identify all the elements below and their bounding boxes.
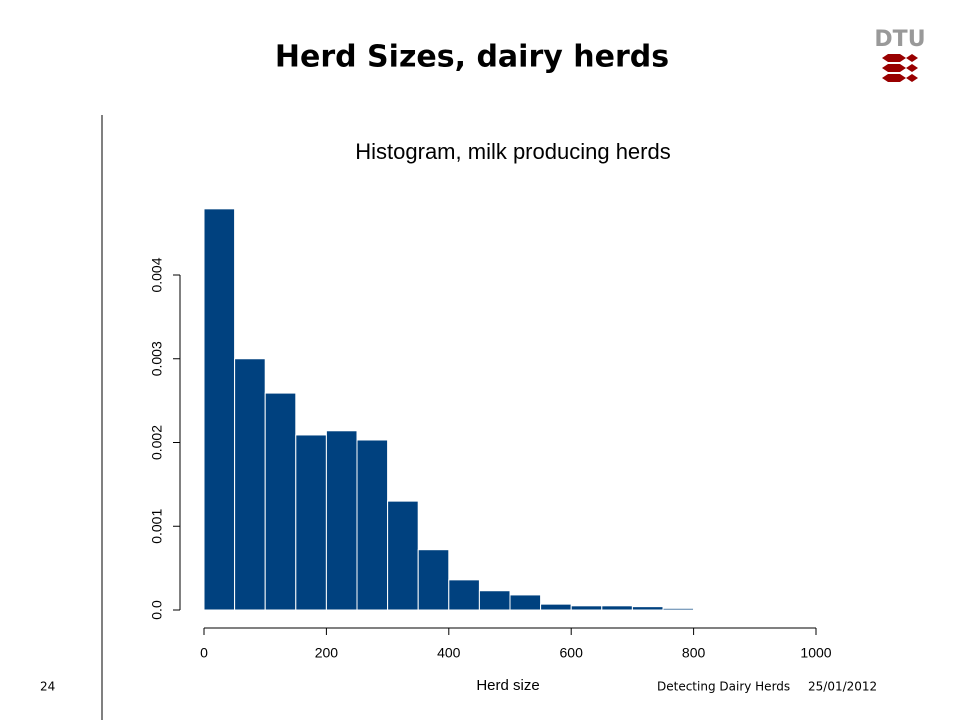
bar	[478, 590, 511, 611]
bar	[325, 430, 358, 611]
y-tick-label: 0.001	[149, 509, 165, 544]
slide-title: Herd Sizes, dairy herds	[275, 40, 669, 75]
chart: Histogram, milk producing herds Herd siz…	[149, 139, 832, 694]
bar	[662, 607, 695, 611]
bar	[540, 603, 572, 611]
bar	[356, 439, 389, 611]
logo: DTU	[874, 27, 926, 82]
x-axis-label: Herd size	[476, 677, 539, 694]
bar	[601, 605, 633, 611]
chart-title: Histogram, milk producing herds	[355, 139, 670, 164]
logo-text: DTU	[874, 27, 925, 52]
bar	[448, 579, 480, 611]
footer: Detecting Dairy Herds	[657, 680, 790, 694]
x-tick-label: 1000	[800, 645, 831, 661]
x-tick-label: 800	[682, 645, 706, 661]
bar	[234, 358, 266, 611]
bar	[631, 606, 664, 611]
y-tick-label: 0.002	[149, 425, 165, 460]
y-tick-label: 0.0	[149, 600, 165, 620]
page-number: 24	[40, 680, 55, 694]
bar	[693, 608, 725, 611]
bar	[203, 208, 236, 611]
bar	[264, 392, 297, 611]
bar	[570, 605, 603, 611]
y-tick-label: 0.003	[149, 341, 165, 376]
logo-mark	[882, 54, 918, 62]
y-tick-label: 0.004	[149, 257, 165, 292]
x-tick-label: 400	[437, 645, 461, 661]
x-tick-label: 200	[315, 645, 339, 661]
x-tick-label: 600	[560, 645, 584, 661]
x-tick-label: 0	[200, 645, 208, 661]
bar	[417, 549, 450, 611]
bar	[387, 500, 419, 611]
logo-mark	[882, 64, 918, 72]
bar	[295, 434, 327, 611]
date: 25/01/2012	[808, 680, 877, 694]
bar	[509, 594, 542, 611]
logo-mark	[882, 74, 918, 82]
